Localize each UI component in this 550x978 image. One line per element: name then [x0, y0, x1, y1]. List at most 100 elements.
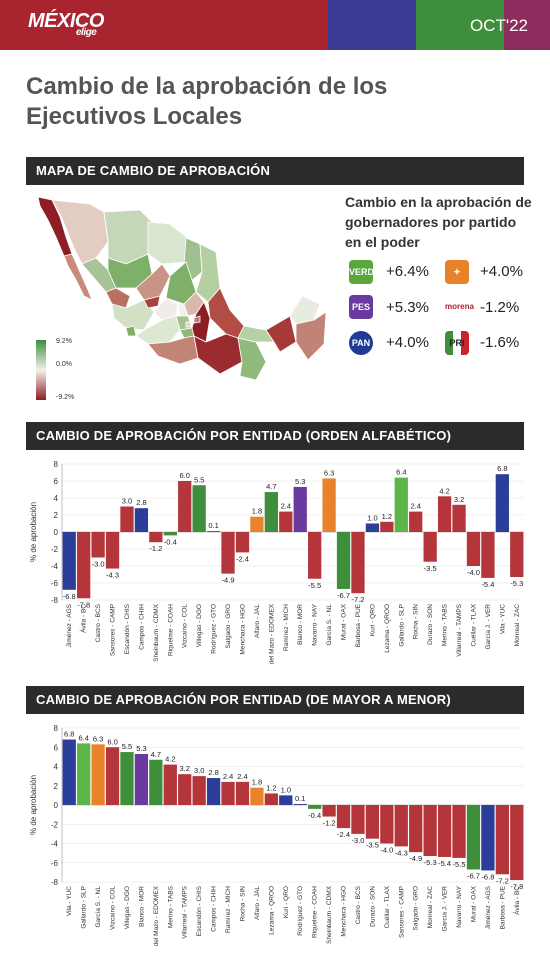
x-tick-label: Sansores - CAMP [110, 604, 117, 656]
x-tick-label: del Mazo - EDOMEX [268, 603, 275, 664]
bar [264, 492, 278, 532]
y-tick-label: -6 [51, 579, 59, 588]
bar [77, 743, 91, 805]
bar-value-label: -4.3 [395, 848, 408, 857]
bar [466, 532, 481, 566]
bar [134, 753, 149, 805]
y-tick-label: -8 [51, 878, 59, 887]
x-tick-label: Villarreal - TAMPS [456, 603, 463, 656]
bar-value-label: -4.9 [409, 854, 422, 863]
bar [178, 481, 192, 532]
bar-value-label: 5.5 [122, 742, 132, 751]
bar [293, 804, 307, 805]
bar [365, 805, 380, 839]
x-tick-label: García S. - NL [326, 604, 333, 646]
sorted-chart-header: CAMBIO DE APROBACIÓN POR ENTIDAD (DE MAY… [26, 686, 524, 714]
bar-value-label: -6.7 [337, 591, 350, 600]
x-tick-label: Vizcaíno - COL [182, 604, 189, 648]
y-axis-label: % de aprobación [29, 775, 38, 835]
bar-value-label: 2.4 [411, 502, 421, 511]
y-tick-label: 6 [54, 743, 59, 752]
bar [120, 506, 134, 532]
bar-value-label: -4.9 [222, 576, 235, 585]
header-bar: MÉXICO elige OCT'22 [0, 0, 550, 50]
x-tick-label: García J. - VER [485, 604, 492, 650]
bar [423, 805, 437, 857]
bar [437, 805, 452, 857]
bar [394, 805, 408, 847]
alpha-chart-header: CAMBIO DE APROBACIÓN POR ENTIDAD (ORDEN … [26, 422, 524, 450]
bar-value-label: 2.8 [136, 498, 146, 507]
x-tick-label: Rocha - SIN [413, 604, 420, 640]
y-tick-label: -2 [51, 545, 59, 554]
bar [163, 532, 177, 536]
bar-value-label: -3.5 [366, 841, 379, 850]
bar [437, 496, 452, 532]
x-tick-label: García S. - NL [95, 886, 102, 928]
bar-value-label: 0.1 [208, 521, 218, 530]
bar-value-label: -4.0 [380, 846, 393, 855]
x-tick-label: Menchaca - HGO [239, 604, 246, 655]
bar-value-label: -6.8 [63, 592, 76, 601]
logo-sub: elige [76, 27, 97, 38]
y-tick-label: 8 [54, 460, 59, 469]
bar-value-label: 1.0 [367, 514, 377, 523]
bar-value-label: 4.7 [151, 750, 161, 759]
x-tick-label: Escandón - CHIS [196, 885, 203, 936]
bar-value-label: 6.0 [107, 737, 117, 746]
x-tick-label: Gallardo - SLP [81, 886, 88, 929]
pan-logo-icon: PAN [349, 331, 373, 355]
bar [250, 787, 264, 805]
header-stripe-purple [504, 0, 550, 50]
bar [149, 532, 163, 543]
bar-value-label: -2.4 [337, 830, 350, 839]
bar [192, 485, 206, 532]
logo-main: MÉXICO [28, 10, 104, 32]
x-tick-label: Kuri - QRO [369, 604, 376, 636]
bar-value-label: 6.0 [180, 471, 190, 480]
x-tick-label: Alfaro - JAL [254, 886, 261, 920]
x-tick-label: Murat - OAX [341, 603, 348, 640]
y-tick-label: 8 [54, 724, 59, 733]
x-tick-label: Vila - YUC [499, 604, 506, 634]
x-tick-label: del Mazo - EDOMEX [153, 885, 160, 946]
party-value-mc: +4.0% [480, 263, 523, 280]
map-region-ags [143, 295, 161, 309]
y-tick-label: -4 [51, 562, 59, 571]
y-tick-label: 0 [54, 801, 59, 810]
scale-bottom-label: -9.2% [56, 394, 75, 401]
bar [105, 747, 120, 805]
y-tick-label: -8 [51, 596, 59, 605]
pt-logo-icon: ✦ [445, 260, 469, 284]
x-tick-label: Sansores - CAMP [398, 886, 405, 938]
bar-value-label: 6.3 [324, 468, 334, 477]
bar-value-label: -3.0 [92, 560, 105, 569]
map-region-col [125, 325, 137, 337]
bar-value-label: -7.2 [496, 876, 509, 885]
x-tick-label: Castro - BCS [355, 885, 362, 924]
bar [178, 774, 192, 805]
x-tick-label: Riquelme - COAH [167, 604, 174, 656]
bar-value-label: 6.3 [93, 734, 103, 743]
x-tick-label: Navarro - NAY [312, 603, 319, 645]
bar [250, 516, 264, 532]
bar-value-label: -4.3 [106, 571, 119, 580]
bar-value-label: -2.4 [236, 554, 249, 563]
x-tick-label: Sheinbaum - CDMX [153, 603, 160, 661]
y-tick-label: 4 [54, 763, 59, 772]
bar [163, 764, 177, 805]
bar-value-label: -7.8 [510, 882, 523, 891]
bar-value-label: -1.2 [323, 819, 336, 828]
bar [221, 532, 235, 574]
x-tick-label: Salgado - GRO [413, 886, 420, 930]
bar [279, 795, 293, 805]
bar-value-label: 0.1 [295, 794, 305, 803]
x-tick-label: Lezama - QROO [384, 604, 391, 653]
bar [91, 744, 105, 805]
bar-value-label: -1.2 [149, 544, 162, 553]
bar [308, 532, 322, 579]
bar-value-label: -6.7 [467, 871, 480, 880]
bar-value-label: 1.2 [382, 512, 392, 521]
y-tick-label: -2 [51, 820, 59, 829]
bar-value-label: 5.5 [194, 475, 204, 484]
